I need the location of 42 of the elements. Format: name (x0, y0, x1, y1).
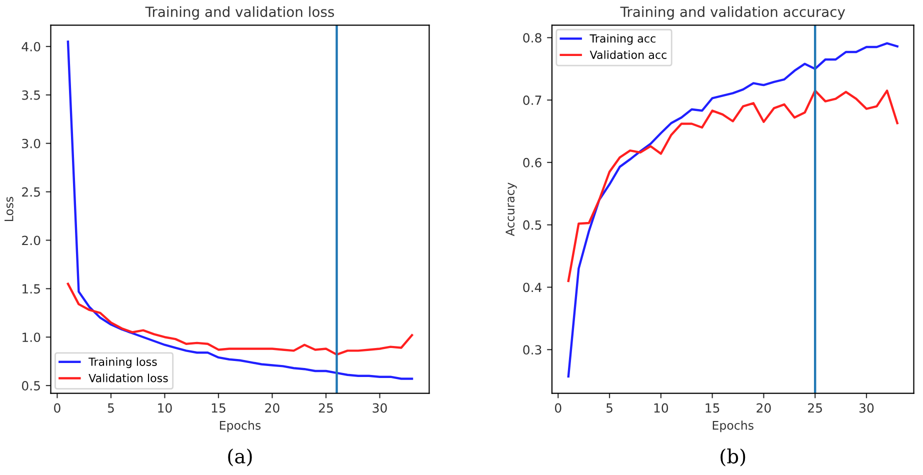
y-tick-label: 0.7 (523, 96, 542, 105)
y-axis-title: Accuracy (506, 182, 517, 236)
y-tick-label: 1.0 (22, 332, 40, 342)
y-tick-label: 0.8 (523, 33, 542, 43)
x-tick-label: 0 (554, 403, 562, 413)
y-tick-label: 0.4 (523, 282, 542, 292)
legend-label: Validation acc (590, 50, 666, 59)
y-tick-label: 0.5 (22, 381, 40, 390)
x-tick-label: 10 (654, 403, 668, 413)
x-axis-title: Epochs (712, 420, 754, 432)
y-tick-label: 2.5 (22, 187, 40, 197)
y-tick-label: 0.3 (523, 345, 542, 355)
x-tick-label: 30 (372, 403, 387, 413)
text: (a) (228, 448, 252, 466)
x-axis-title: Epochs (220, 420, 261, 432)
line-series (66, 282, 414, 356)
x-tick-label: 25 (318, 403, 333, 413)
y-tick-label: 1.5 (22, 284, 40, 294)
x-tick-label: 20 (265, 403, 280, 413)
y-axis-title: Loss (4, 196, 14, 222)
chart-title: Training and validation accuracy (620, 6, 846, 20)
y-tick-label: 0.6 (523, 158, 542, 168)
y-tick-label: 3.0 (22, 138, 40, 148)
x-tick-label: 5 (108, 403, 114, 413)
x-tick-label: 5 (606, 403, 612, 413)
y-tick-label: 2.0 (22, 236, 40, 246)
line-series (567, 90, 898, 282)
x-tick-label: 15 (212, 403, 226, 413)
y-tick-label: 0.5 (523, 220, 542, 230)
x-tick-label: 30 (859, 403, 874, 413)
chart-title: Training and validation loss (145, 6, 334, 20)
x-tick-label: 20 (756, 403, 771, 413)
x-tick-label: 25 (808, 403, 822, 413)
legend-label: Validation loss (88, 374, 168, 382)
legend-label: Training acc (590, 34, 656, 45)
y-tick-label: 3.5 (22, 90, 40, 100)
y-tick-label: 4.0 (22, 42, 40, 52)
legend-label: Training loss (88, 357, 157, 368)
x-tick-label: 0 (54, 403, 60, 413)
text: (b) (720, 448, 746, 466)
x-tick-label: 15 (706, 403, 720, 413)
x-tick-label: 10 (158, 403, 172, 413)
